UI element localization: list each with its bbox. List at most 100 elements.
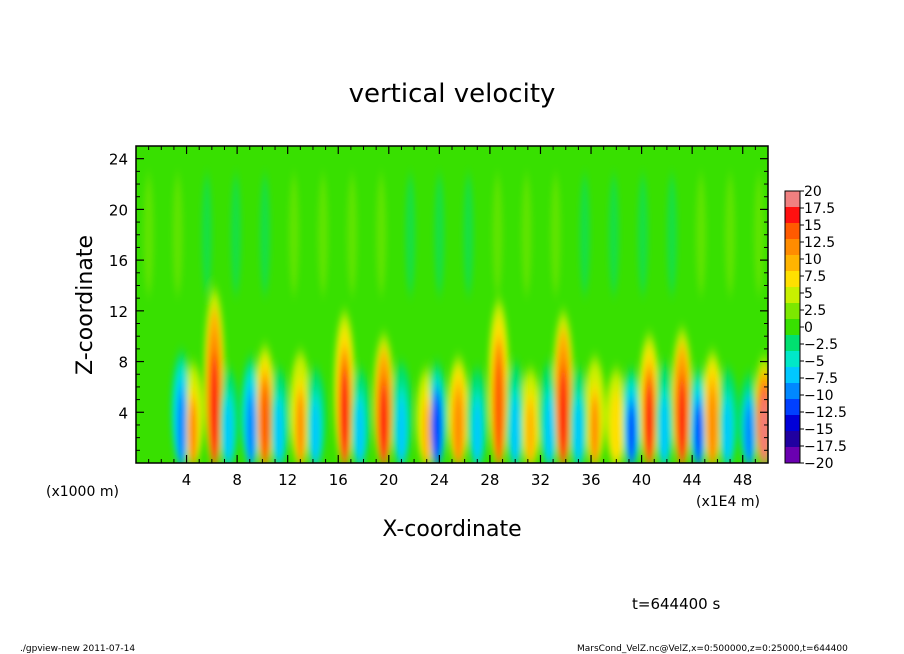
- colorbar-segment: [785, 191, 800, 208]
- x-tick-label: 40: [632, 471, 651, 489]
- heatmap-field: [136, 146, 768, 463]
- x-tick-label: 44: [683, 471, 702, 489]
- colorbar-label: −7.5: [804, 371, 838, 387]
- colorbar-label: 2.5: [804, 303, 826, 319]
- heatmap-wave: [172, 174, 183, 295]
- heatmap-wave: [259, 174, 270, 295]
- heatmap-plume: [494, 359, 503, 463]
- heatmap-wave: [463, 174, 474, 295]
- heatmap-plume: [260, 387, 269, 463]
- colorbar-label: 5: [804, 286, 813, 302]
- colorbar-segment: [785, 383, 800, 400]
- heatmap-plume: [708, 390, 717, 463]
- heatmap-plume: [247, 394, 256, 463]
- heatmap-plume: [760, 394, 768, 463]
- x-tick-label: 20: [379, 471, 398, 489]
- y-tick-label: 16: [109, 252, 128, 270]
- y-axis-ticks: 4 8 12 16 20 24: [109, 151, 768, 451]
- colorbar-label: −5: [804, 354, 825, 370]
- heatmap-plume: [590, 394, 599, 463]
- heatmap-plume: [397, 397, 406, 463]
- heatmap-plume: [355, 401, 364, 463]
- heatmap-plume: [745, 404, 754, 463]
- x-unit-label: (x1000 m): [46, 484, 119, 500]
- x-tick-label: 24: [430, 471, 449, 489]
- heatmap-wave: [434, 174, 445, 295]
- y-tick-label: 24: [109, 151, 128, 169]
- heatmap-plume: [559, 366, 568, 463]
- footer-left: ./gpview-new 2011-07-14: [20, 644, 135, 654]
- colorbar-segment: [785, 287, 800, 304]
- heatmap-plume: [545, 397, 554, 463]
- footer-right: MarsCond_VelZ.nc@VelZ,x=0:500000,z=0:250…: [577, 644, 848, 654]
- colorbar-label: −15: [804, 422, 834, 438]
- heatmap-wave: [696, 174, 707, 295]
- x-tick-label: 12: [278, 471, 297, 489]
- colorbar-label: 20: [804, 184, 822, 200]
- colorbar-segment: [785, 271, 800, 288]
- heatmap-plume: [627, 401, 636, 463]
- colorbar-segment: [785, 335, 800, 352]
- x-tick-label: 32: [531, 471, 550, 489]
- heatmap-wave: [550, 174, 561, 295]
- heatmap-plume: [210, 352, 219, 463]
- heatmap-wave: [579, 174, 590, 295]
- heatmap-plume: [723, 401, 732, 463]
- heatmap-wave: [608, 174, 619, 295]
- colorbar-segment: [785, 415, 800, 432]
- colorbar-label: −20: [804, 456, 834, 472]
- colorbar-segment: [785, 239, 800, 256]
- heatmap-plume: [645, 380, 654, 463]
- heatmap-plume: [526, 401, 535, 463]
- x-tick-label: 4: [182, 471, 192, 489]
- colorbar-label: 0: [804, 320, 813, 336]
- colorbar-label: −12.5: [804, 405, 847, 421]
- x-tick-label: 28: [480, 471, 499, 489]
- heatmap-wave: [666, 174, 677, 295]
- colorbar-segment: [785, 303, 800, 320]
- colorbar-label: 15: [804, 218, 822, 234]
- heatmap-plume: [678, 376, 687, 463]
- heatmap-plume: [340, 366, 349, 463]
- x-axis-ticks: 4 8 12 16 20 24 28 32 36 40 44 48: [148, 146, 756, 489]
- heatmap-plume: [612, 401, 621, 463]
- colorbar-segment: [785, 319, 800, 336]
- heatmap-plume: [473, 401, 482, 463]
- heatmap-wave: [521, 174, 532, 295]
- colorbar-segment: [785, 447, 800, 464]
- heatmap-wave: [725, 174, 736, 295]
- heatmap-wave: [201, 174, 212, 295]
- colorbar-segment: [785, 367, 800, 384]
- x-tick-label: 16: [329, 471, 348, 489]
- heatmap-wave: [405, 174, 416, 295]
- heatmap-plume: [574, 401, 583, 463]
- colorbar-segment: [785, 399, 800, 416]
- y-tick-label: 20: [109, 201, 128, 219]
- colorbar-segment: [785, 223, 800, 240]
- heatmap-wave: [318, 174, 329, 295]
- colorbar-label: 12.5: [804, 235, 835, 251]
- y-tick-label: 12: [109, 303, 128, 321]
- heatmap-plume: [177, 390, 186, 463]
- y-tick-label: 8: [118, 354, 128, 372]
- heatmap-plumes: [143, 174, 768, 463]
- heatmap-plume: [311, 401, 320, 463]
- colorbar-segment: [785, 351, 800, 368]
- heatmap-wave: [754, 174, 765, 295]
- colorbar-segment: [785, 207, 800, 224]
- x-tick-label: 48: [733, 471, 752, 489]
- x-unit-extra-label: (x1E4 m): [696, 494, 760, 510]
- heatmap-plume: [188, 397, 197, 463]
- heatmap-wave: [376, 174, 387, 295]
- heatmap-wave: [289, 174, 299, 295]
- heatmap-plume: [274, 401, 283, 463]
- colorbar: 2017.51512.5107.552.50−2.5−5−7.5−10−12.5…: [784, 184, 847, 472]
- x-tick-label: 8: [232, 471, 242, 489]
- colorbar-label: 10: [804, 252, 822, 268]
- y-tick-label: 4: [118, 404, 128, 422]
- heatmap-plume: [454, 394, 463, 463]
- heatmap-plume: [379, 380, 388, 463]
- heatmap-plume: [422, 401, 431, 463]
- heatmap-wave: [637, 174, 648, 295]
